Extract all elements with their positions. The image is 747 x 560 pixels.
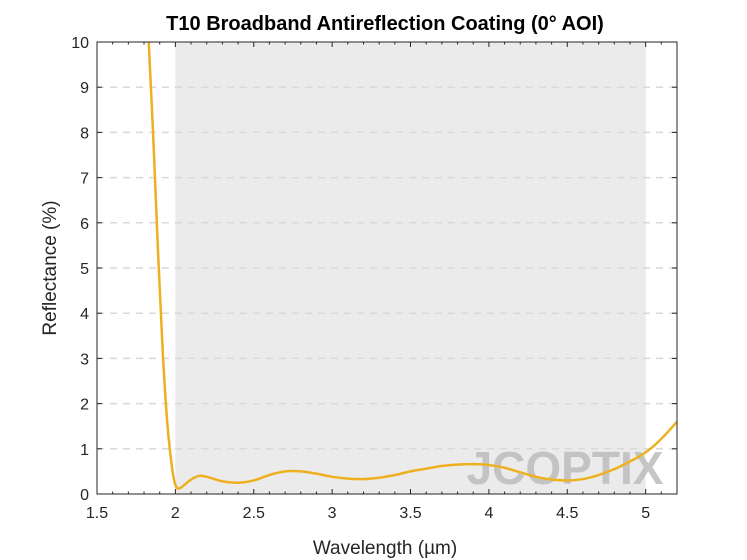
x-tick-label-2.5: 2.5 [243, 505, 265, 522]
x-tick-label-4.5: 4.5 [556, 505, 578, 522]
y-tick-label-0: 0 [80, 487, 89, 504]
series-line [147, 41, 678, 490]
y-axis-ticks: 0 1 2 3 4 5 6 7 8 9 10 [71, 35, 677, 504]
y-tick-label-5: 5 [80, 261, 89, 278]
x-tick-label-4: 4 [484, 505, 493, 522]
watermark: JCOPTIX [467, 442, 664, 494]
x-tick-label-5: 5 [641, 505, 650, 522]
x-axis-ticks: 1.5 2 2.5 3 3.5 4 4.5 5 [86, 42, 678, 522]
y-tick-label-8: 8 [80, 125, 89, 142]
y-tick-label-10: 10 [71, 35, 89, 52]
x-axis-label: Wavelength (µm) [313, 538, 457, 559]
x-tick-label-3: 3 [328, 505, 337, 522]
y-axis-label: Reflectance (%) [40, 200, 61, 335]
x-tick-label-2: 2 [171, 505, 180, 522]
y-tick-label-2: 2 [80, 397, 89, 414]
y-tick-label-9: 9 [80, 80, 89, 97]
gridlines [97, 86, 677, 450]
x-tick-label-1.5: 1.5 [86, 505, 108, 522]
y-tick-label-3: 3 [80, 351, 89, 368]
y-tick-label-4: 4 [80, 306, 89, 323]
x-tick-label-3.5: 3.5 [399, 505, 421, 522]
chart-title: T10 Broadband Antireflection Coating (0°… [166, 13, 604, 35]
y-tick-label-6: 6 [80, 216, 89, 233]
watermark-text: JCOPTIX [467, 442, 664, 494]
y-tick-label-1: 1 [80, 442, 89, 459]
y-tick-label-7: 7 [80, 171, 89, 188]
